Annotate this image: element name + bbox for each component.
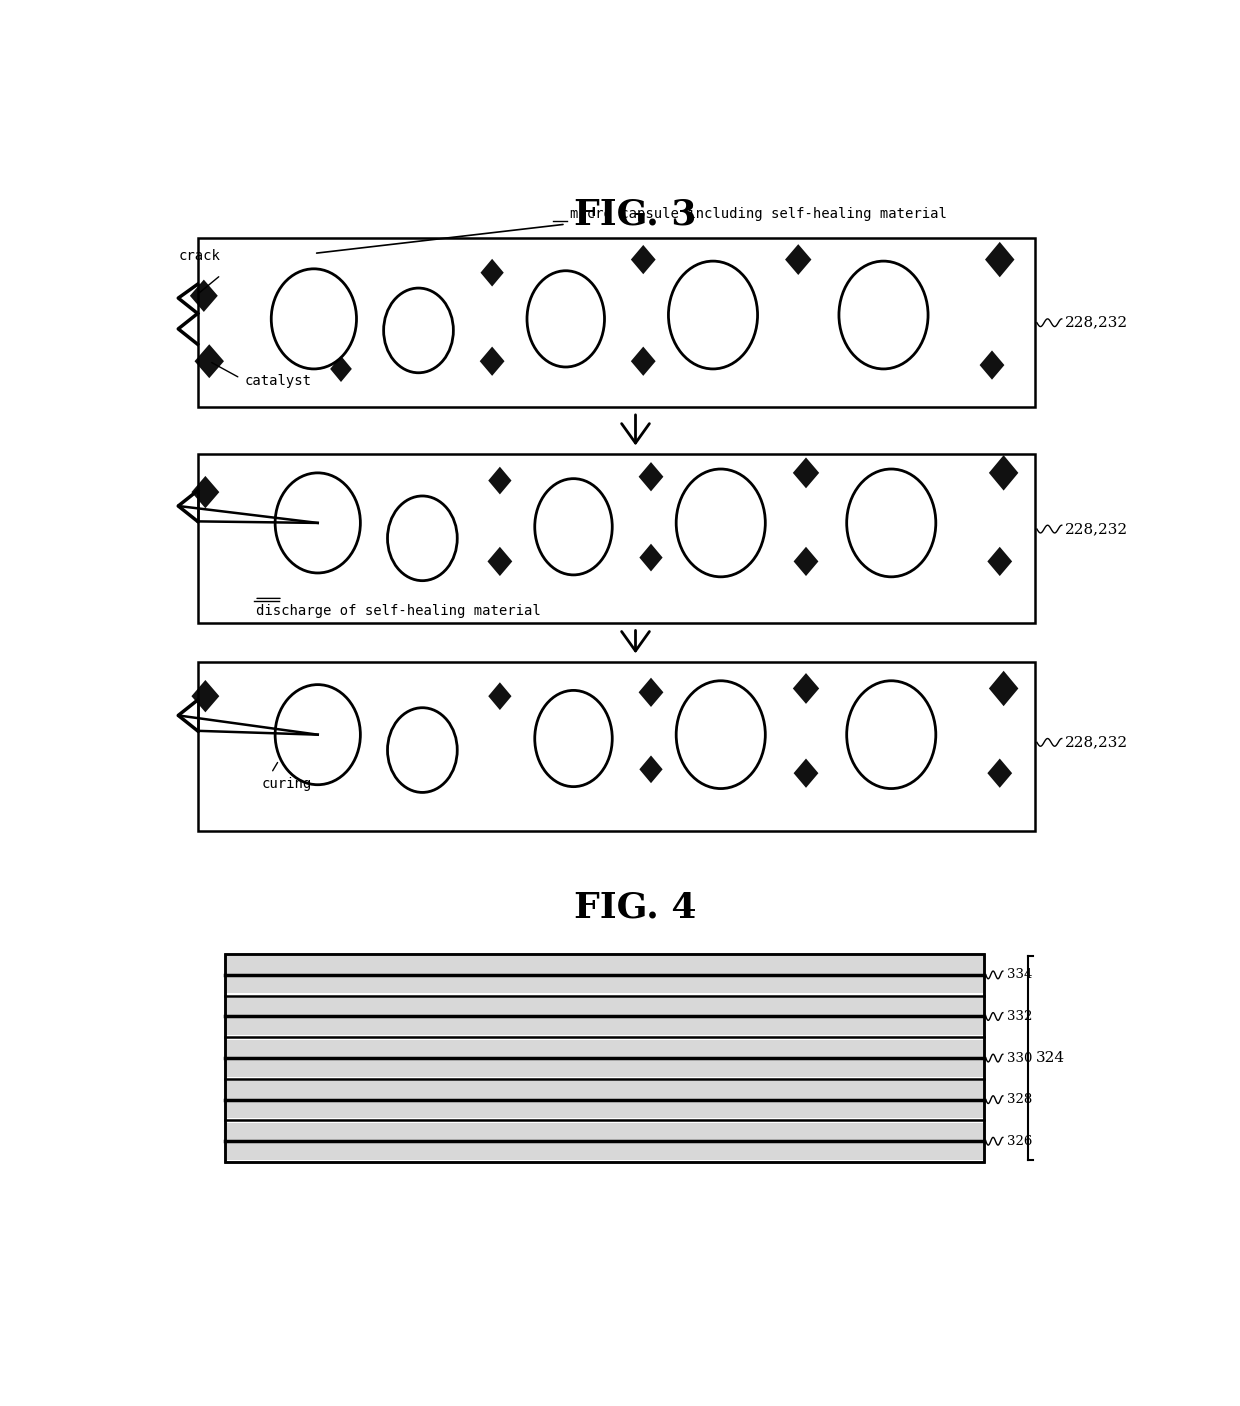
Ellipse shape (275, 472, 361, 574)
FancyArrowPatch shape (621, 415, 650, 443)
Polygon shape (794, 547, 818, 576)
Polygon shape (489, 682, 511, 710)
Ellipse shape (383, 288, 454, 373)
Polygon shape (640, 544, 662, 571)
Bar (226, 1039, 983, 1077)
Ellipse shape (534, 478, 613, 575)
Text: 228,232: 228,232 (1065, 316, 1128, 330)
Polygon shape (639, 463, 663, 491)
Polygon shape (792, 457, 820, 488)
FancyArrowPatch shape (621, 630, 650, 651)
Polygon shape (785, 245, 811, 276)
Polygon shape (792, 673, 820, 704)
Bar (224, 955, 985, 1161)
Polygon shape (330, 356, 352, 382)
Text: catalyst: catalyst (244, 374, 311, 388)
Polygon shape (481, 259, 503, 287)
Text: 328: 328 (1007, 1092, 1032, 1107)
Polygon shape (191, 681, 219, 713)
Text: 334: 334 (1007, 969, 1032, 981)
Ellipse shape (676, 681, 765, 789)
Polygon shape (987, 759, 1012, 787)
Text: crack: crack (179, 249, 221, 263)
Bar (226, 998, 983, 1035)
Polygon shape (191, 477, 219, 509)
Polygon shape (631, 245, 656, 274)
Ellipse shape (275, 685, 361, 785)
Polygon shape (980, 350, 1004, 380)
Polygon shape (489, 467, 511, 495)
Ellipse shape (534, 690, 613, 786)
Text: 326: 326 (1007, 1135, 1032, 1147)
Text: 324: 324 (1035, 1052, 1064, 1066)
Polygon shape (631, 347, 656, 375)
Text: 332: 332 (1007, 1010, 1032, 1024)
Text: 228,232: 228,232 (1065, 735, 1128, 749)
Polygon shape (487, 547, 512, 576)
Ellipse shape (847, 681, 936, 789)
Ellipse shape (387, 496, 458, 581)
Ellipse shape (527, 271, 605, 367)
Bar (197, 454, 1034, 623)
Text: discharge of self-healing material: discharge of self-healing material (255, 603, 541, 617)
Polygon shape (990, 671, 1018, 706)
Text: micro capsule including self-healing material: micro capsule including self-healing mat… (569, 207, 946, 221)
Text: 228,232: 228,232 (1065, 522, 1128, 536)
Text: curing: curing (262, 778, 312, 792)
Polygon shape (639, 678, 663, 707)
Ellipse shape (676, 470, 765, 576)
Ellipse shape (668, 262, 758, 368)
Polygon shape (195, 344, 224, 378)
Text: 330: 330 (1007, 1052, 1032, 1064)
Polygon shape (990, 456, 1018, 491)
Text: FIG. 4: FIG. 4 (574, 891, 697, 925)
Ellipse shape (839, 262, 928, 368)
Polygon shape (480, 347, 505, 375)
Bar (197, 661, 1034, 831)
Polygon shape (640, 755, 662, 783)
Ellipse shape (387, 707, 458, 793)
Polygon shape (987, 547, 1012, 576)
Polygon shape (190, 280, 218, 312)
Polygon shape (985, 242, 1014, 277)
Ellipse shape (272, 269, 357, 368)
Text: FIG. 3: FIG. 3 (574, 198, 697, 232)
Bar (197, 238, 1034, 408)
Bar (226, 1081, 983, 1118)
Ellipse shape (847, 470, 936, 576)
Polygon shape (794, 759, 818, 787)
Bar (226, 956, 983, 994)
Bar (226, 1123, 983, 1160)
Bar (224, 955, 985, 1161)
